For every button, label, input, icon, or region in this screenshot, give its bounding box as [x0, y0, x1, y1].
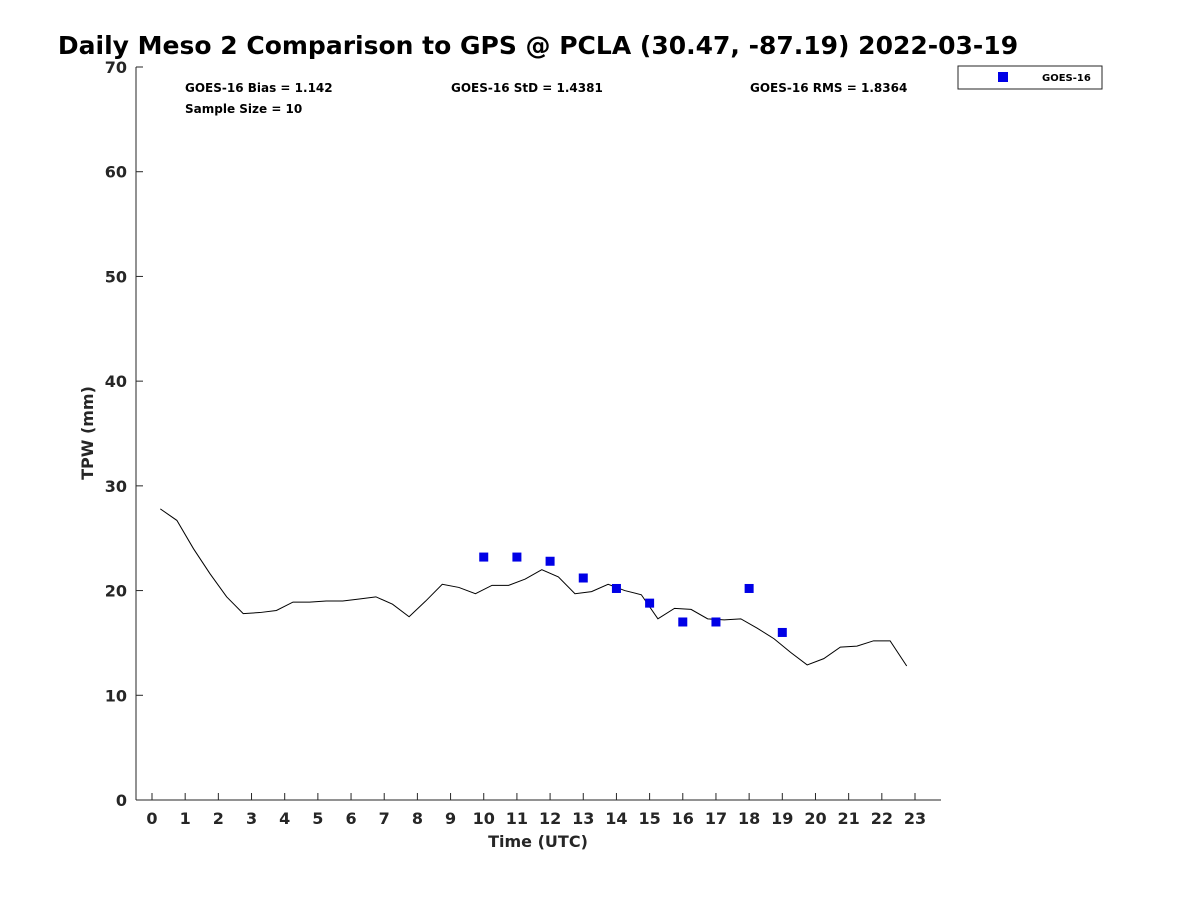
stat-bias: GOES-16 Bias = 1.142	[185, 81, 333, 95]
stat-std: GOES-16 StD = 1.4381	[451, 81, 603, 95]
y-tick-label: 40	[105, 372, 127, 391]
x-tick-label: 2	[213, 809, 224, 828]
x-axis-label: Time (UTC)	[488, 832, 588, 851]
x-tick-label: 12	[539, 809, 561, 828]
x-tick-label: 17	[705, 809, 727, 828]
scatter-point-goes16	[611, 583, 621, 593]
x-axis-ticks: 0 1 2 3 4 5 6 7 8 9 10 11 12 13 14 15 16 17 18 19 20 21 22 23	[146, 793, 926, 828]
y-axis-label: TPW (mm)	[78, 386, 97, 480]
x-tick-label: 5	[312, 809, 323, 828]
plot-area	[160, 508, 908, 667]
legend-marker-goes16	[998, 72, 1008, 82]
x-tick-label: 9	[445, 809, 456, 828]
scatter-point-goes16	[512, 552, 522, 562]
x-tick-label: 13	[572, 809, 594, 828]
y-axis-ticks: 0 10 20 30 40 50 60 70	[105, 58, 143, 810]
x-tick-label: 7	[379, 809, 390, 828]
x-tick-label: 19	[771, 809, 793, 828]
x-tick-label: 16	[672, 809, 694, 828]
scatter-point-goes16	[744, 583, 754, 593]
y-tick-label: 20	[105, 582, 127, 601]
y-tick-label: 70	[105, 58, 127, 77]
x-tick-label: 15	[638, 809, 660, 828]
x-tick-label: 22	[871, 809, 893, 828]
x-tick-label: 10	[473, 809, 495, 828]
stats-annotations: GOES-16 Bias = 1.142 GOES-16 StD = 1.438…	[185, 81, 907, 116]
y-tick-label: 0	[116, 791, 127, 810]
x-tick-label: 0	[146, 809, 157, 828]
x-tick-label: 6	[345, 809, 356, 828]
scatter-point-goes16	[578, 573, 588, 583]
scatter-point-goes16	[645, 598, 655, 608]
y-tick-label: 60	[105, 163, 127, 182]
x-tick-label: 3	[246, 809, 257, 828]
stat-rms: GOES-16 RMS = 1.8364	[750, 81, 907, 95]
x-tick-label: 4	[279, 809, 290, 828]
scatter-point-goes16	[777, 627, 787, 637]
chart-title: Daily Meso 2 Comparison to GPS @ PCLA (3…	[58, 31, 1018, 60]
x-tick-label: 11	[506, 809, 528, 828]
legend-box	[957, 65, 1103, 90]
series-line-gps	[160, 508, 908, 667]
x-tick-label: 18	[738, 809, 760, 828]
y-tick-label: 50	[105, 267, 127, 286]
scatter-point-goes16	[545, 556, 555, 566]
legend: GOES-16	[957, 65, 1103, 90]
y-tick-label: 10	[105, 686, 127, 705]
x-tick-label: 20	[804, 809, 826, 828]
x-tick-label: 1	[180, 809, 191, 828]
y-tick-label: 30	[105, 477, 127, 496]
scatter-point-goes16	[678, 617, 688, 627]
scatter-point-goes16	[711, 617, 721, 627]
x-tick-label: 14	[605, 809, 627, 828]
x-tick-label: 23	[904, 809, 926, 828]
stat-sample-size: Sample Size = 10	[185, 102, 302, 116]
scatter-point-goes16	[479, 552, 489, 562]
x-tick-label: 8	[412, 809, 423, 828]
x-tick-label: 21	[838, 809, 860, 828]
legend-label-goes16: GOES-16	[1042, 73, 1091, 84]
